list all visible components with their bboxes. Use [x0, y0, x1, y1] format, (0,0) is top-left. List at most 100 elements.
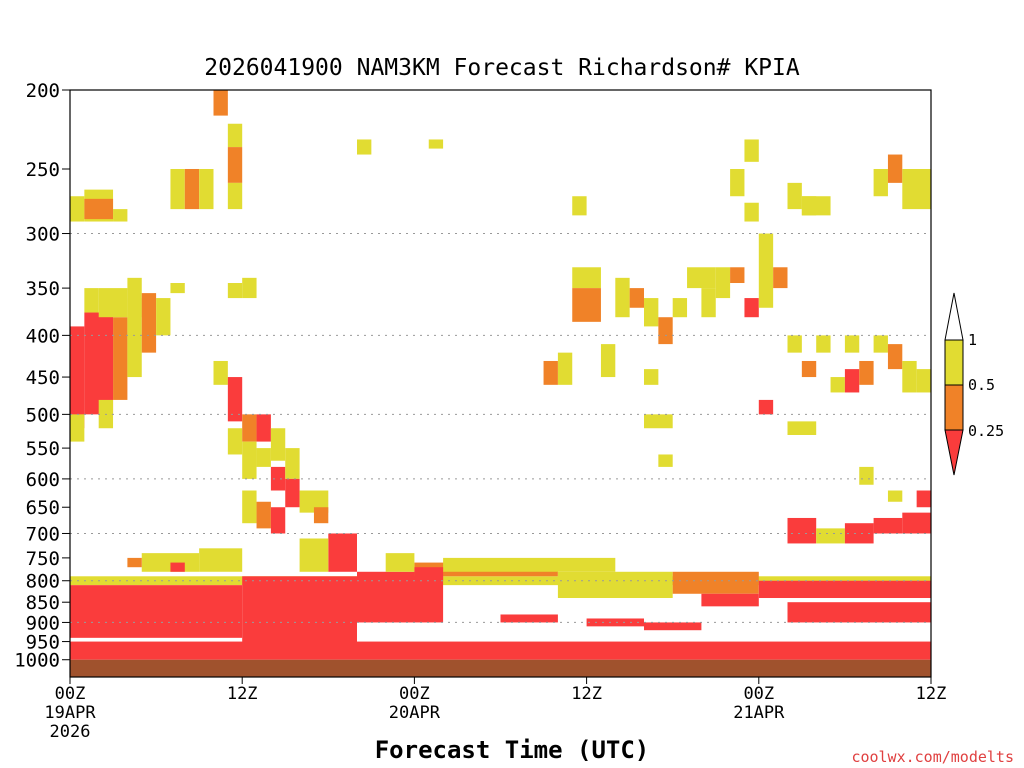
heatmap-cells — [70, 90, 931, 660]
legend-label: 1 — [968, 331, 977, 349]
heatmap-cell — [916, 369, 931, 393]
heatmap-cell — [744, 202, 759, 222]
heatmap-cell — [543, 360, 558, 385]
heatmap-cell — [672, 571, 759, 594]
heatmap-cell — [299, 538, 329, 572]
heatmap-cell — [600, 344, 616, 378]
heatmap-cell — [730, 168, 745, 197]
heatmap-cell — [658, 454, 673, 467]
heatmap-cell — [127, 557, 142, 568]
heatmap-cell — [256, 414, 271, 442]
heatmap-cell — [227, 283, 243, 299]
x-tick-label: 00Z — [743, 684, 774, 704]
heatmap-cell — [830, 377, 845, 393]
heatmap-cell — [170, 168, 185, 210]
heatmap-cell — [428, 139, 444, 149]
y-tick-label: 550 — [26, 438, 60, 460]
heatmap-cell — [84, 288, 99, 313]
y-tick-label: 850 — [26, 592, 60, 614]
legend-label: 0.25 — [968, 422, 1004, 440]
heatmap-cell — [213, 360, 228, 385]
heatmap-cell — [70, 576, 931, 586]
heatmap-cell — [873, 335, 888, 353]
heatmap-cell — [84, 312, 114, 415]
heatmap-cell — [644, 298, 659, 327]
heatmap-cell — [557, 352, 573, 385]
heatmap-cell — [285, 478, 300, 508]
heatmap-cell — [70, 641, 931, 660]
heatmap-cell — [242, 277, 257, 299]
heatmap-cell — [385, 553, 415, 572]
heatmap-cell — [199, 548, 243, 572]
heatmap-cell — [156, 298, 171, 336]
x-tick-label: 00Z — [399, 684, 430, 704]
y-tick-label: 1000 — [14, 650, 60, 672]
y-tick-label: 750 — [26, 548, 60, 570]
heatmap-cell — [572, 267, 601, 289]
heatmap-cell — [170, 283, 185, 294]
heatmap-cell — [199, 168, 214, 210]
heatmap-cell — [70, 326, 85, 429]
chart-title: 2026041900 NAM3KM Forecast Richardson# K… — [204, 55, 800, 81]
heatmap-cell — [572, 196, 587, 216]
heatmap-cell — [859, 466, 874, 485]
heatmap-cell — [902, 168, 931, 210]
heatmap-cell — [572, 288, 601, 322]
heatmap-cell — [758, 399, 774, 415]
heatmap-cell — [328, 533, 357, 572]
x-tick-label: 2026 — [50, 722, 91, 742]
heatmap-cell — [256, 501, 271, 529]
heatmap-cell — [184, 168, 200, 210]
heatmap-cell — [773, 267, 788, 289]
heatmap-cell — [270, 428, 286, 461]
x-tick-label: 20APR — [389, 703, 441, 723]
heatmap-cell — [127, 298, 142, 378]
heatmap-cell — [227, 147, 243, 183]
heatmap-cell — [715, 267, 731, 299]
heatmap-cell — [787, 421, 817, 435]
legend-label: 0.5 — [968, 376, 995, 394]
heatmap-cell — [270, 507, 286, 534]
heatmap-cell — [141, 293, 157, 353]
heatmap-cell — [414, 567, 444, 581]
heatmap-cell — [658, 317, 673, 345]
y-tick-label: 300 — [26, 224, 60, 246]
ground-fill — [70, 659, 931, 677]
heatmap-cell — [313, 507, 329, 524]
heatmap-cell — [170, 562, 185, 572]
heatmap-cell — [887, 344, 903, 370]
y-axis: 200 250 300 350 400 450 500 550 600 650 700 7508008… — [14, 80, 70, 672]
heatmap-cell — [70, 585, 243, 638]
heatmap-cell — [701, 593, 759, 607]
heatmap-cell — [629, 288, 644, 308]
heatmap-cell — [242, 490, 257, 524]
heatmap-cell — [644, 622, 702, 631]
plot-frame — [69, 89, 932, 678]
x-tick-label: 12Z — [227, 684, 258, 704]
heatmap-cell — [859, 360, 874, 385]
heatmap-cell — [787, 182, 802, 210]
y-tick-label: 800 — [26, 571, 60, 593]
heatmap-cell — [270, 466, 286, 491]
heatmap-cell — [242, 414, 257, 442]
heatmap-cell — [701, 288, 716, 318]
heatmap-cell — [213, 90, 228, 116]
heatmap-cell — [227, 123, 243, 148]
heatmap-cell — [787, 335, 802, 353]
heatmap-cell — [586, 618, 644, 627]
heatmap-cell — [816, 335, 831, 353]
legend-bin-low — [944, 384, 964, 431]
credit-text: coolwx.com/modelts — [851, 748, 1014, 766]
heatmap-cell — [443, 557, 616, 572]
legend-bin-lowest — [944, 429, 964, 476]
heatmap-cell — [299, 490, 329, 513]
heatmap-cell — [227, 377, 243, 422]
heatmap-cell — [113, 317, 128, 400]
ground-layer — [70, 659, 931, 677]
heatmap-cell — [615, 277, 630, 318]
heatmap-cell — [557, 571, 673, 599]
heatmap-cell — [758, 233, 774, 308]
x-tick-label: 19APR — [44, 703, 96, 723]
